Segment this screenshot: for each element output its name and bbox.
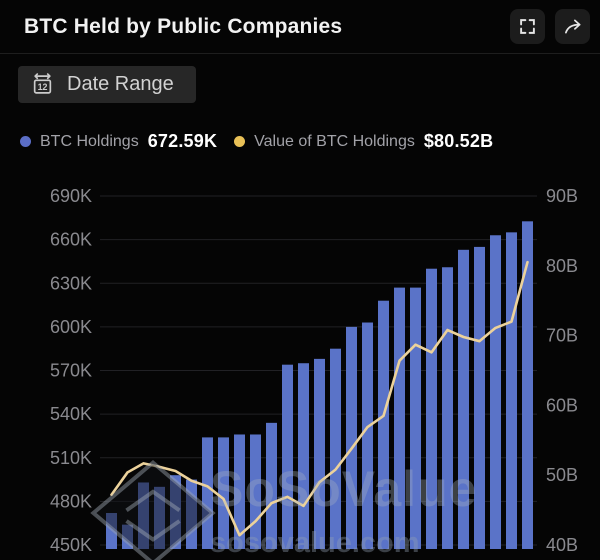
right-axis-tick-label: 50B [546, 465, 578, 485]
legend-value: 672.59K [147, 131, 218, 151]
left-axis-tick-label: 480K [50, 491, 92, 511]
bar-btc-holdings [442, 267, 453, 549]
bar-btc-holdings [362, 322, 373, 549]
bar-btc-holdings [154, 486, 165, 549]
left-axis-tick-label: 630K [50, 273, 92, 293]
right-axis-tick-label: 70B [546, 326, 578, 346]
bar-btc-holdings [426, 268, 437, 549]
bar-btc-holdings [122, 524, 133, 549]
left-axis-tick-label: 600K [50, 317, 92, 337]
bar-btc-holdings [138, 482, 149, 549]
page-title: BTC Held by Public Companies [24, 14, 343, 38]
legend-value: $80.52B [423, 131, 494, 151]
bar-btc-holdings [250, 434, 261, 549]
bar-btc-holdings [266, 422, 277, 549]
legend-dot-blue [20, 136, 31, 147]
legend-label: Value of BTC Holdings [254, 132, 415, 150]
fullscreen-icon [520, 19, 535, 34]
bar-btc-holdings [330, 348, 341, 549]
svg-text:12: 12 [38, 82, 48, 92]
bar-btc-holdings [522, 221, 533, 549]
legend-dot-yellow [234, 136, 246, 147]
bar-btc-holdings [106, 513, 117, 549]
legend: BTC Holdings 672.59K Value of BTC Holdin… [20, 131, 493, 152]
bar-btc-holdings [458, 249, 469, 549]
legend-item-btc-holdings[interactable]: BTC Holdings 672.59K [20, 131, 217, 152]
bar-btc-holdings [490, 235, 501, 549]
bar-btc-holdings [394, 287, 405, 549]
bar-btc-holdings [186, 479, 197, 549]
bar-btc-holdings [506, 232, 517, 549]
date-range-button[interactable]: 12 Date Range [18, 66, 196, 103]
left-axis-tick-label: 660K [50, 230, 92, 250]
bar-btc-holdings [410, 287, 421, 549]
left-axis-tick-label: 570K [50, 361, 92, 381]
bar-btc-holdings [282, 364, 293, 549]
header-divider [0, 53, 600, 54]
bar-btc-holdings [218, 437, 229, 549]
bar-btc-holdings [234, 434, 245, 549]
header: BTC Held by Public Companies [0, 0, 600, 53]
share-button[interactable] [555, 9, 590, 44]
right-axis-tick-label: 80B [546, 256, 578, 276]
bar-btc-holdings [474, 246, 485, 550]
left-axis-tick-label: 690K [50, 186, 92, 206]
bar-btc-holdings [298, 363, 309, 549]
fullscreen-button[interactable] [510, 9, 545, 44]
date-range-label: Date Range [67, 73, 174, 95]
legend-label: BTC Holdings [40, 132, 139, 150]
bar-btc-holdings [314, 358, 325, 549]
left-axis-tick-label: 510K [50, 448, 92, 468]
calendar-icon: 12 [33, 73, 52, 94]
bar-btc-holdings [170, 475, 181, 549]
header-actions [510, 9, 590, 44]
share-icon [565, 19, 581, 34]
left-axis-tick-label: 540K [50, 404, 92, 424]
right-axis-tick-label: 60B [546, 395, 578, 415]
left-axis-tick-label: 450K [50, 535, 92, 555]
bar-btc-holdings [378, 300, 389, 549]
bar-btc-holdings [202, 437, 213, 549]
right-axis-tick-label: 40B [546, 535, 578, 555]
legend-item-value-of-btc-holdings[interactable]: Value of BTC Holdings $80.52B [234, 131, 493, 152]
bar-btc-holdings [346, 326, 357, 549]
right-axis-tick-label: 90B [546, 186, 578, 206]
